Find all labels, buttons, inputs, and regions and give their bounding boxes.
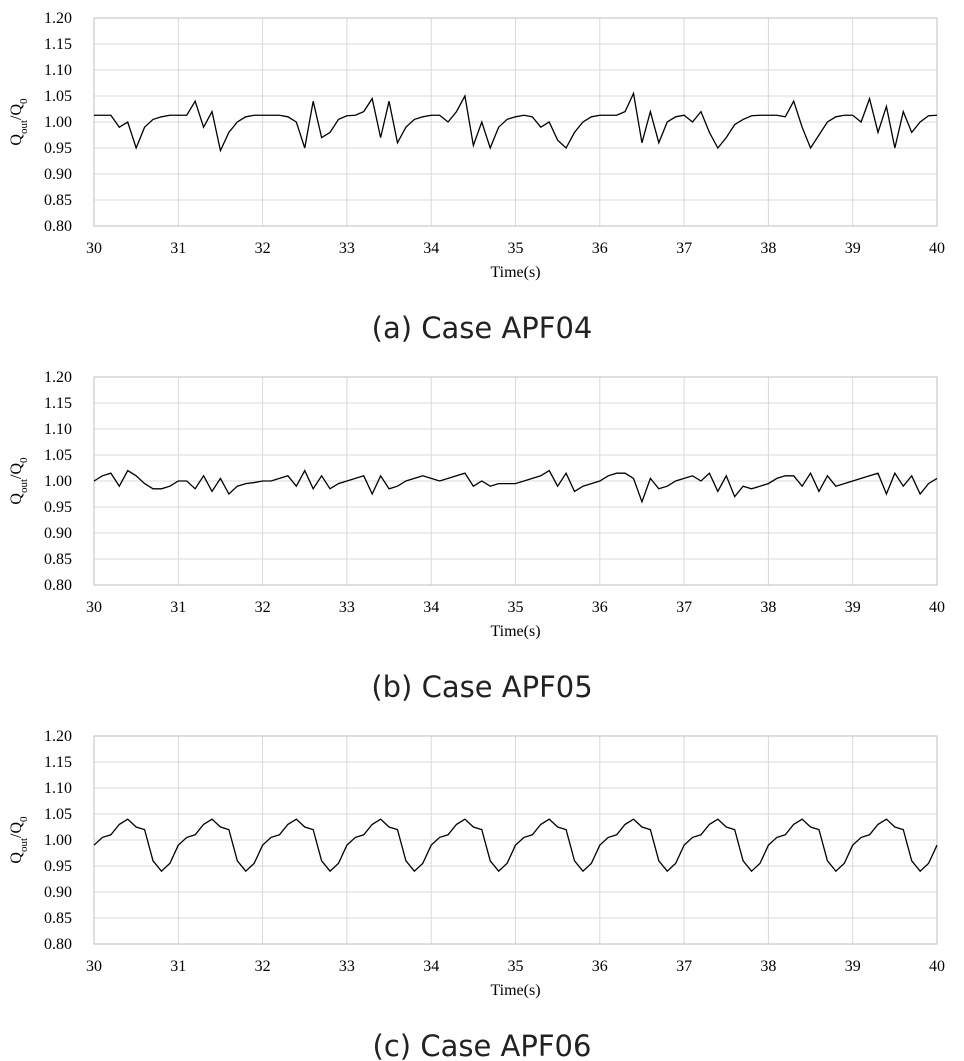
x-tick-label: 30 (86, 958, 102, 975)
x-tick-label: 39 (845, 958, 861, 975)
x-tick-label: 30 (86, 240, 102, 257)
y-axis-label-part: /Q (8, 821, 25, 837)
y-tick-label: 0.80 (44, 577, 72, 594)
panel: 0.80 0.85 0.90 0.95 1.00 1.05 1.10 1.15 1.20 30 31… (8, 369, 945, 704)
x-tick-label: 31 (170, 240, 186, 257)
y-tick-label: 1.05 (44, 447, 72, 464)
y-tick-label: 0.90 (44, 166, 72, 183)
x-tick-label: 37 (676, 240, 692, 257)
y-tick-label: 1.05 (44, 806, 72, 823)
panel: 0.80 0.85 0.90 0.95 1.00 1.05 1.10 1.15 1.20 30 31… (8, 10, 945, 345)
y-tick-label: 1.00 (44, 114, 72, 131)
x-tick-label: 34 (423, 599, 439, 616)
y-axis-label-part: 0 (18, 457, 30, 463)
y-axis-label-part: Q (8, 852, 25, 864)
y-axis-label-part: /Q (8, 103, 25, 119)
y-tick-label: 0.85 (44, 551, 72, 568)
x-axis-label: Time(s) (490, 623, 540, 640)
y-tick-label: 0.95 (44, 140, 72, 157)
x-tick-label: 40 (929, 240, 945, 257)
y-tick-label: 1.00 (44, 473, 72, 490)
plot-frame (93, 17, 938, 227)
y-axis-label-part: 0 (18, 816, 30, 822)
x-tick-label: 32 (255, 240, 271, 257)
y-axis-label-part: Q (8, 134, 25, 146)
y-tick-label: 1.20 (44, 10, 72, 27)
x-tick-label: 36 (592, 958, 608, 975)
y-tick-label: 1.10 (44, 780, 72, 797)
x-tick-label: 39 (845, 240, 861, 257)
y-tick-label: 1.05 (44, 88, 72, 105)
y-tick-label: 0.80 (44, 218, 72, 235)
y-axis-label: Qout/Q0 (8, 457, 30, 505)
y-axis-label-part: out (18, 120, 30, 134)
data-line (93, 818, 938, 873)
y-axis-label-part: out (18, 479, 30, 493)
y-tick-label: 1.15 (44, 754, 72, 771)
x-tick-label: 34 (423, 240, 439, 257)
y-tick-label: 0.85 (44, 192, 72, 209)
x-tick-label: 31 (170, 958, 186, 975)
x-tick-label: 30 (86, 599, 102, 616)
y-axis-label-part: 0 (18, 98, 30, 104)
x-tick-label: 37 (676, 599, 692, 616)
x-tick-label: 38 (760, 599, 776, 616)
x-tick-label: 36 (592, 599, 608, 616)
x-tick-label: 40 (929, 599, 945, 616)
x-tick-label: 36 (592, 240, 608, 257)
y-axis-label-part: /Q (8, 462, 25, 478)
y-tick-label: 0.95 (44, 858, 72, 875)
x-tick-label: 33 (339, 958, 355, 975)
y-tick-label: 1.00 (44, 832, 72, 849)
caption: (b) Case APF05 (371, 670, 592, 704)
y-axis-label: Qout/Q0 (8, 816, 30, 864)
y-tick-label: 1.10 (44, 62, 72, 79)
y-tick-label: 0.95 (44, 499, 72, 516)
x-tick-label: 38 (760, 958, 776, 975)
x-tick-label: 38 (760, 240, 776, 257)
x-axis-label: Time(s) (490, 264, 540, 281)
panel: 0.80 0.85 0.90 0.95 1.00 1.05 1.10 1.15 1.20 30 31… (8, 728, 945, 1061)
x-tick-label: 31 (170, 599, 186, 616)
caption: (c) Case APF06 (373, 1029, 592, 1061)
y-tick-label: 0.85 (44, 910, 72, 927)
x-tick-label: 39 (845, 599, 861, 616)
y-tick-label: 0.90 (44, 884, 72, 901)
y-axis-label: Qout/Q0 (8, 98, 30, 146)
x-tick-label: 37 (676, 958, 692, 975)
caption: (a) Case APF04 (372, 311, 593, 345)
y-tick-label: 1.20 (44, 728, 72, 745)
x-tick-label: 32 (255, 599, 271, 616)
x-tick-label: 40 (929, 958, 945, 975)
y-tick-label: 1.20 (44, 369, 72, 386)
x-tick-label: 32 (255, 958, 271, 975)
y-axis-label-part: out (18, 838, 30, 852)
x-tick-label: 35 (508, 599, 524, 616)
y-tick-label: 1.10 (44, 421, 72, 438)
y-tick-label: 0.90 (44, 525, 72, 542)
x-axis-label: Time(s) (490, 982, 540, 999)
x-tick-label: 33 (339, 599, 355, 616)
x-tick-label: 33 (339, 240, 355, 257)
y-axis-label-part: Q (8, 493, 25, 505)
y-tick-label: 1.15 (44, 395, 72, 412)
data-line (94, 91, 938, 153)
x-tick-label: 35 (508, 240, 524, 257)
data-line (93, 469, 938, 504)
plot-frame (93, 735, 938, 945)
y-tick-label: 0.80 (44, 936, 72, 953)
x-tick-label: 34 (423, 958, 439, 975)
y-tick-label: 1.15 (44, 36, 72, 53)
x-tick-label: 35 (508, 958, 524, 975)
